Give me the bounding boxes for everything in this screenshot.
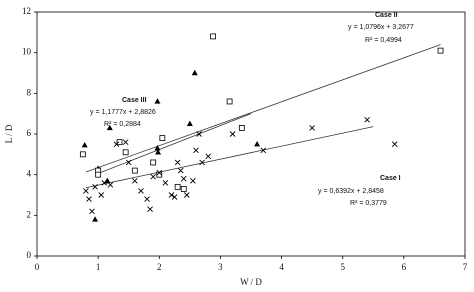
point <box>190 177 196 184</box>
point <box>116 139 123 146</box>
point <box>154 98 161 104</box>
point <box>171 194 178 200</box>
point <box>229 131 236 137</box>
point <box>210 33 216 40</box>
point <box>364 116 370 123</box>
point <box>174 183 181 190</box>
trend-line <box>97 113 252 174</box>
y-tick-label: 4 <box>27 169 32 179</box>
trend-equation: y = 1,0796x + 3,2677 <box>348 24 414 31</box>
point <box>98 192 105 198</box>
y-tick-label: 10 <box>22 47 32 57</box>
point <box>162 179 169 186</box>
trend-name: Case II <box>375 12 398 19</box>
point <box>156 169 163 176</box>
point <box>144 196 150 202</box>
x-tick-label: 0 <box>35 262 40 272</box>
point <box>138 188 144 194</box>
plot-frame <box>36 11 466 257</box>
y-axis-label: L / D <box>4 124 14 143</box>
point <box>92 216 99 222</box>
point <box>196 131 202 137</box>
trend-line <box>85 44 441 173</box>
point <box>168 192 175 198</box>
point <box>107 182 114 188</box>
x-tick-label: 3 <box>218 262 223 272</box>
point <box>180 175 187 182</box>
point <box>125 159 132 166</box>
y-tick-label: 8 <box>27 87 32 97</box>
trend-r2: R² = 0,2884 <box>104 121 141 128</box>
point <box>83 188 89 194</box>
point <box>147 206 153 213</box>
y-tick-label: 0 <box>27 250 32 260</box>
point <box>177 167 184 174</box>
point <box>122 149 129 156</box>
trend-name: Case III <box>122 97 147 104</box>
point <box>193 147 199 154</box>
point <box>150 159 157 166</box>
trend-r2: R² = 0,4994 <box>365 37 402 44</box>
point <box>89 208 95 215</box>
point <box>226 98 233 105</box>
trend-equation: y = 0,6392x + 2,8458 <box>318 188 384 195</box>
trend-name: Case I <box>380 175 401 182</box>
point <box>154 145 161 151</box>
point <box>150 173 156 180</box>
x-tick-label: 4 <box>279 262 284 272</box>
y-tick-label: 12 <box>22 6 31 16</box>
point <box>238 125 245 131</box>
point <box>106 124 113 131</box>
point <box>155 149 162 155</box>
point <box>174 159 181 166</box>
point <box>131 167 138 174</box>
x-tick-label: 1 <box>96 262 101 272</box>
x-axis-label: W / D <box>240 277 262 287</box>
point <box>199 159 205 166</box>
y-tick-label: 2 <box>27 209 32 219</box>
point <box>79 151 86 158</box>
point <box>95 171 102 178</box>
point <box>86 196 92 202</box>
x-tick-label: 2 <box>157 262 162 272</box>
x-tick-label: 5 <box>340 262 345 272</box>
point <box>205 153 212 160</box>
point <box>391 141 398 147</box>
x-tick-label: 7 <box>463 262 468 272</box>
point <box>309 125 315 131</box>
point <box>183 192 190 198</box>
trend-line <box>85 126 374 189</box>
point <box>122 139 129 145</box>
point <box>101 179 108 186</box>
point <box>113 141 120 147</box>
point <box>254 140 261 147</box>
trend-equation: y = 1,1777x + 2,8826 <box>90 109 156 116</box>
point <box>437 47 444 54</box>
point <box>92 184 98 190</box>
trend-r2: R² = 0,3779 <box>350 200 387 207</box>
point <box>81 141 88 148</box>
point <box>132 177 138 184</box>
point <box>180 185 187 192</box>
point <box>186 120 193 127</box>
y-tick-label: 6 <box>27 128 32 138</box>
point <box>159 135 166 141</box>
x-tick-label: 6 <box>402 262 407 272</box>
point <box>191 69 198 76</box>
point <box>260 147 267 154</box>
